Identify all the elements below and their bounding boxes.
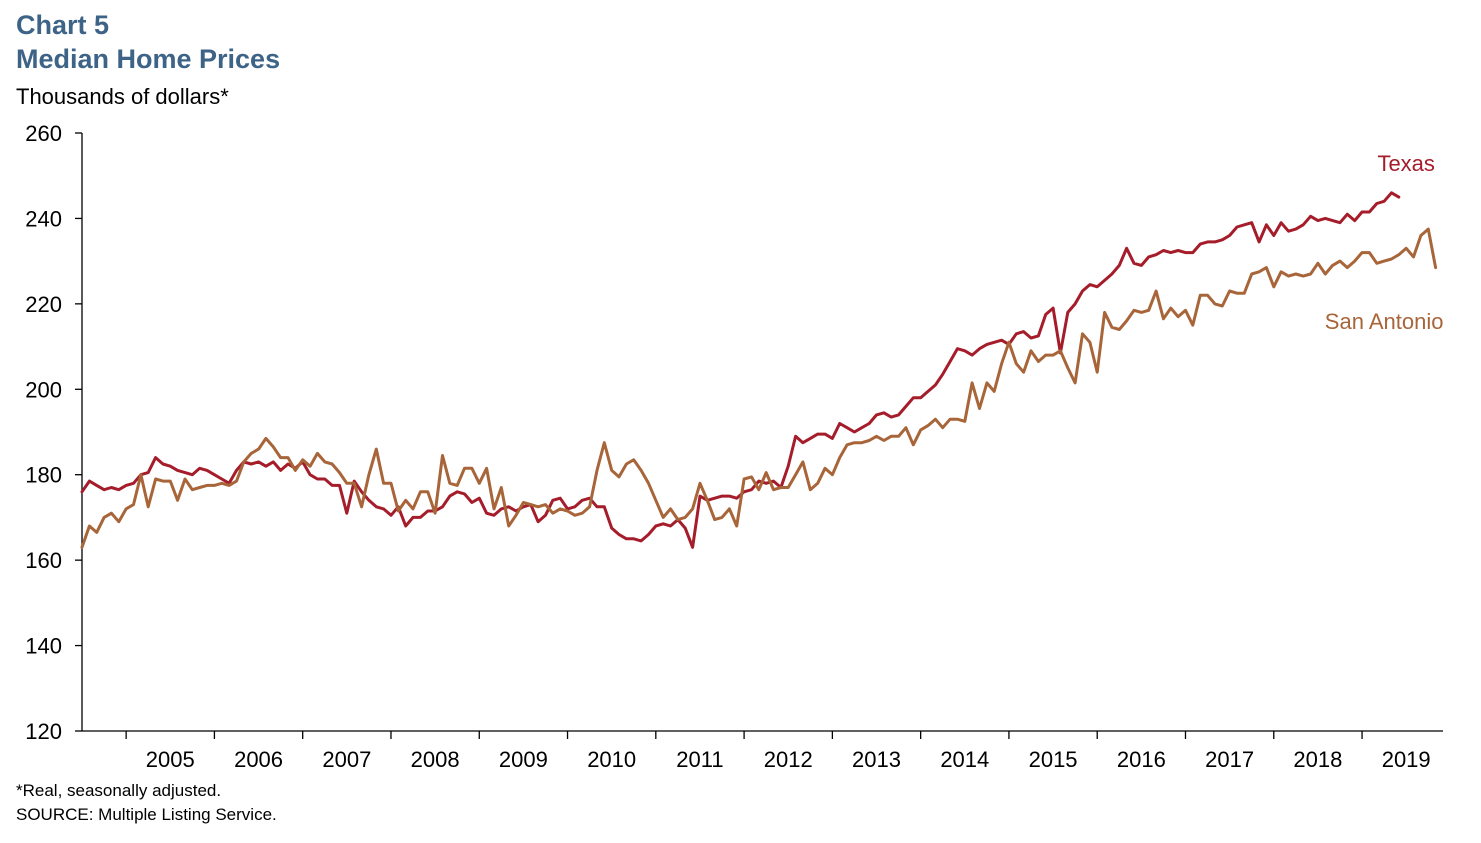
x-tick-label: 2014 (940, 747, 989, 772)
y-tick-label: 200 (25, 377, 62, 402)
series-line-san-antonio (80, 227, 1438, 549)
x-tick-label: 2011 (676, 747, 723, 772)
y-tick-label: 260 (25, 121, 62, 146)
footnote-note: *Real, seasonally adjusted. (16, 781, 222, 800)
y-tick-label: 240 (25, 206, 62, 231)
series-label-san-antonio: San Antonio (1325, 309, 1444, 334)
chart-number: Chart 5 (16, 10, 110, 40)
chart-series (80, 191, 1438, 549)
y-tick-label: 140 (25, 634, 62, 659)
x-tick-label: 2012 (764, 747, 813, 772)
y-tick-label: 120 (25, 719, 62, 744)
y-tick-label: 180 (25, 463, 62, 488)
x-tick-label: 2006 (234, 747, 283, 772)
x-tick-label: 2013 (852, 747, 901, 772)
chart-title: Median Home Prices (16, 44, 281, 74)
x-tick-label: 2007 (322, 747, 371, 772)
title-block: Chart 5 Median Home Prices (16, 8, 280, 76)
x-tick-label: 2005 (146, 747, 195, 772)
y-tick-label: 220 (25, 292, 62, 317)
x-tick-label: 2019 (1382, 747, 1431, 772)
series-label-texas: Texas (1377, 151, 1434, 176)
footnote-source: SOURCE: Multiple Listing Service. (16, 805, 277, 824)
x-tick-label: 2018 (1293, 747, 1342, 772)
y-axis-units-label: Thousands of dollars* (16, 84, 229, 109)
x-tick-label: 2015 (1029, 747, 1078, 772)
chart-axes: 120 140 160 180 200 220 240 260 2005 2006 2007 2008… (25, 121, 1443, 772)
chart-series-labels: Texas San Antonio (1325, 151, 1444, 334)
x-tick-label: 2008 (411, 747, 460, 772)
y-tick-label: 160 (25, 548, 62, 573)
x-tick-label: 2009 (499, 747, 548, 772)
x-tick-label: 2017 (1205, 747, 1254, 772)
x-tick-label: 2010 (587, 747, 636, 772)
x-tick-label: 2016 (1117, 747, 1166, 772)
